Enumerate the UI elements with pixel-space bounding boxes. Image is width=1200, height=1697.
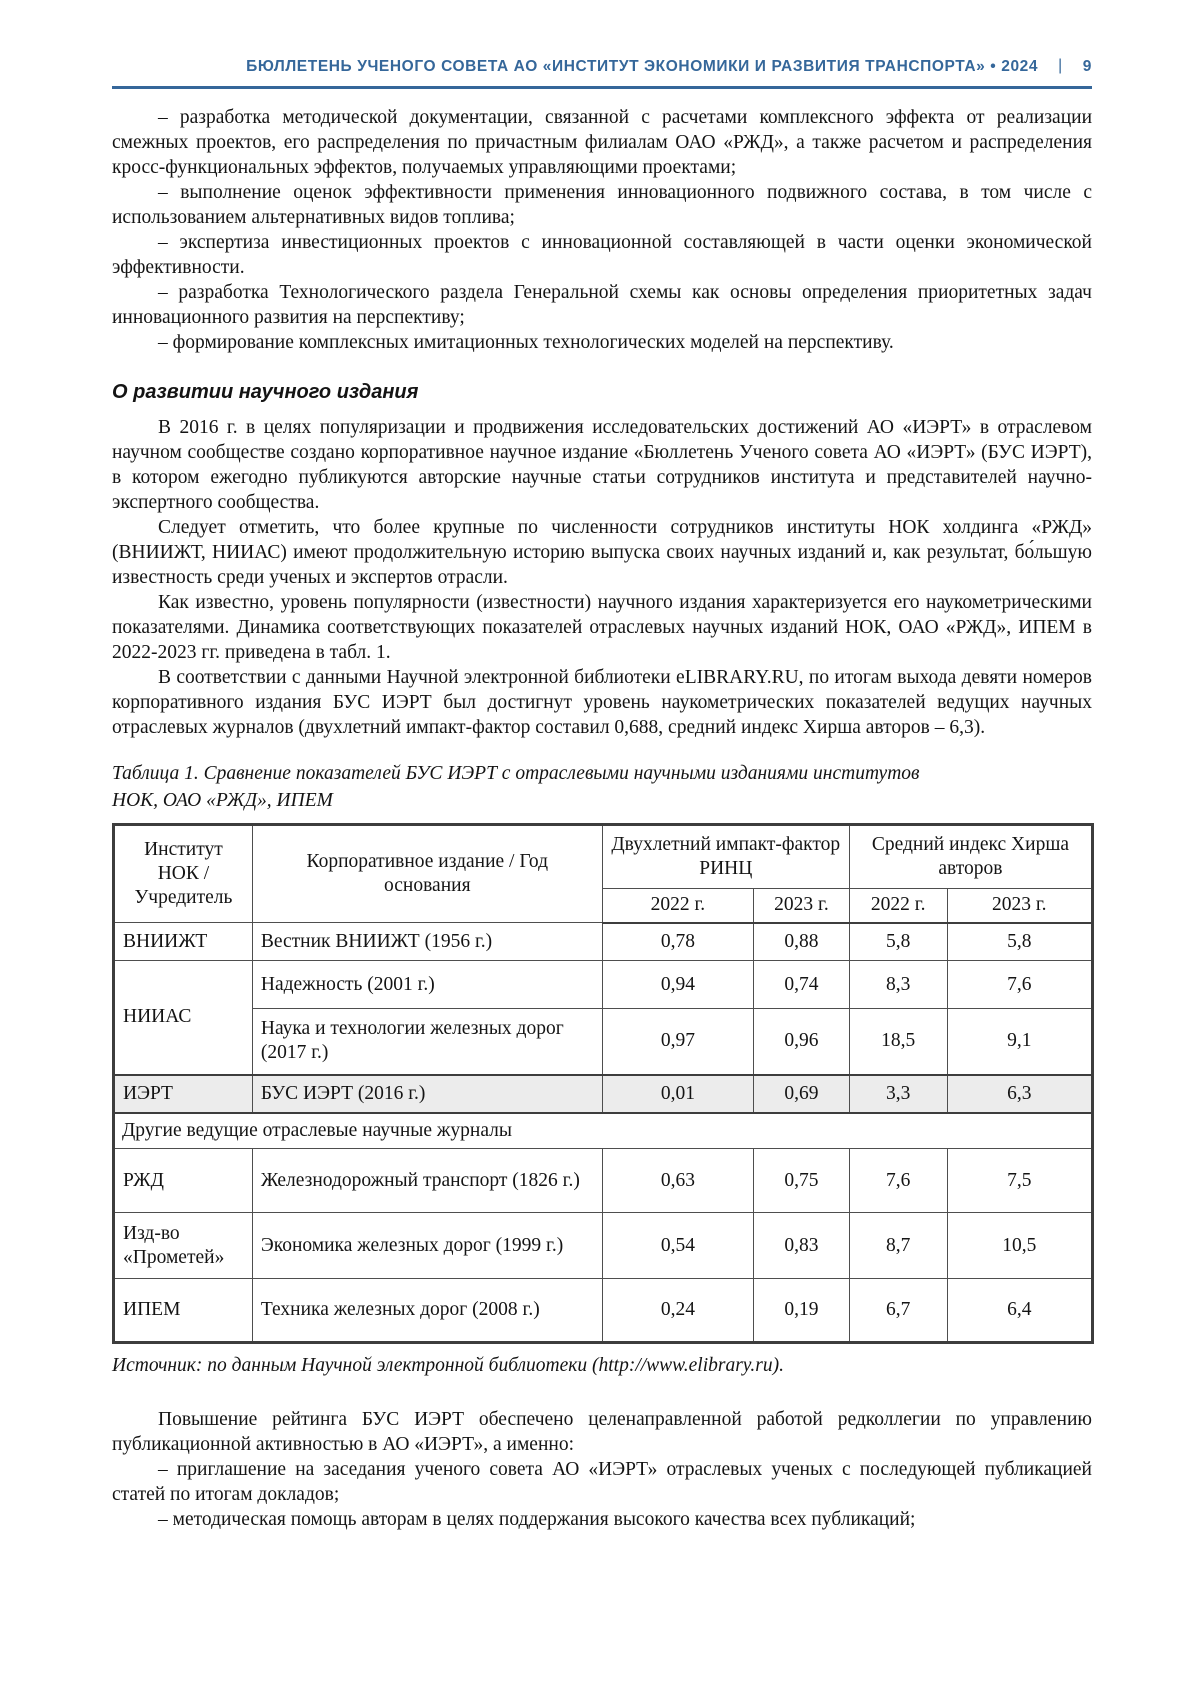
cell-if2022: 0,54 <box>601 1212 755 1279</box>
page-header: БЮЛЛЕТЕНЬ УЧЕНОГО СОВЕТА АО «ИНСТИТУТ ЭК… <box>112 0 1092 76</box>
col-header-impact-2022: 2022 г. <box>601 888 755 924</box>
header-separator: | <box>1058 57 1063 74</box>
col-header-hirsch-2023: 2023 г. <box>946 888 1094 924</box>
cell-h2022: 7,6 <box>848 1148 948 1213</box>
cell-h2022: 8,3 <box>848 960 948 1009</box>
closing-section: Повышение рейтинга БУС ИЭРТ обеспечено ц… <box>112 1407 1092 1532</box>
cell-group-label: Другие ведущие отраслевые научные журнал… <box>113 1112 1093 1149</box>
table-row: ИПЕМ Техника железных дорог (2008 г.) 0,… <box>113 1278 1094 1343</box>
cell-h2023: 6,3 <box>946 1073 1094 1114</box>
page-content: БЮЛЛЕТЕНЬ УЧЕНОГО СОВЕТА АО «ИНСТИТУТ ЭК… <box>112 0 1094 1532</box>
cell-edition: Вестник ВНИИЖТ (1956 г.) <box>251 922 603 961</box>
table-subheader-row: 2022 г. 2023 г. 2022 г. 2023 г. <box>114 888 1094 924</box>
cell-h2023: 9,1 <box>946 1008 1094 1075</box>
cell-h2023: 6,4 <box>946 1278 1094 1343</box>
cell-if2023: 0,75 <box>753 1148 850 1213</box>
cell-institute: Изд-во «Прометей» <box>113 1212 253 1279</box>
closing-paragraph: – методическая помощь авторам в целях по… <box>158 1509 916 1530</box>
col-header-impact-2023: 2023 г. <box>753 888 850 924</box>
cell-if2022: 0,97 <box>601 1008 755 1075</box>
cell-if2023: 0,96 <box>753 1008 850 1075</box>
cell-h2022: 3,3 <box>848 1073 948 1114</box>
cell-if2022: 0,94 <box>601 960 755 1009</box>
cell-edition: Наука и технологии железных дорог (2017 … <box>251 1008 603 1075</box>
cell-edition: Экономика железных дорог (1999 г.) <box>251 1212 603 1279</box>
table-row: НИИАС Надежность (2001 г.) 0,94 0,74 8,3… <box>113 960 1094 1075</box>
cell-h2022: 5,8 <box>848 922 948 961</box>
table-row-highlighted: ИЭРТ БУС ИЭРТ (2016 г.) 0,01 0,69 3,3 6,… <box>113 1073 1094 1114</box>
cell-h2022: 8,7 <box>848 1212 948 1279</box>
cell-edition: Техника железных дорог (2008 г.) <box>251 1278 603 1343</box>
section-paragraph: Следует отметить, что более крупные по ч… <box>112 517 1092 588</box>
col-header-impact: Двухлетний импакт-фактор РИНЦ <box>601 824 850 889</box>
section-body: В 2016 г. в целях популяризации и продви… <box>112 415 1092 740</box>
col-header-institute: Институт НОК / Учредитель <box>113 824 253 923</box>
cell-if2022: 0,78 <box>601 922 755 961</box>
section-heading: О развитии научного издания <box>112 381 419 403</box>
table-group-row: Другие ведущие отраслевые научные журнал… <box>113 1112 1093 1149</box>
intro-paragraph: – формирование комплексных имитационных … <box>158 332 894 353</box>
cell-edition: Железнодорожный транспорт (1826 г.) <box>251 1148 603 1213</box>
cell-institute: НИИАС <box>113 960 253 1075</box>
intro-paragraph: – экспертиза инвестиционных проектов с и… <box>112 232 1092 278</box>
intro-section: – разработка методической документации, … <box>112 105 1092 355</box>
table-row: ВНИИЖТ Вестник ВНИИЖТ (1956 г.) 0,78 0,8… <box>113 922 1094 961</box>
intro-paragraph: – разработка методической документации, … <box>112 107 1092 178</box>
header-rule <box>112 86 1092 89</box>
cell-if2022: 0,24 <box>601 1278 755 1343</box>
cell-if2022: 0,63 <box>601 1148 755 1213</box>
section-paragraph: В соответствии с данными Научной электро… <box>112 667 1092 738</box>
cell-if2023: 0,74 <box>753 960 850 1009</box>
cell-institute: ВНИИЖТ <box>113 922 253 961</box>
cell-if2023: 0,19 <box>753 1278 850 1343</box>
cell-if2023: 0,88 <box>753 922 850 961</box>
cell-h2022: 6,7 <box>848 1278 948 1343</box>
table-caption: Таблица 1. Сравнение показателей БУС ИЭР… <box>112 763 920 811</box>
col-header-hirsch-2022: 2022 г. <box>848 888 948 924</box>
bulletin-title: БЮЛЛЕТЕНЬ УЧЕНОГО СОВЕТА АО «ИНСТИТУТ ЭК… <box>246 58 1039 75</box>
cell-institute: РЖД <box>113 1148 253 1213</box>
section-paragraph: Как известно, уровень популярности (изве… <box>112 592 1092 663</box>
page-number: 9 <box>1082 58 1092 75</box>
cell-h2023: 7,6 <box>946 960 1094 1009</box>
table-row: Изд-во «Прометей» Экономика железных дор… <box>113 1212 1094 1279</box>
cell-edition: Надежность (2001 г.) <box>251 960 603 1009</box>
cell-if2023: 0,69 <box>753 1073 850 1114</box>
cell-h2023: 7,5 <box>946 1148 1094 1213</box>
comparison-table: Институт НОК / Учредитель Корпоративное … <box>112 823 1094 1344</box>
col-header-edition: Корпоративное издание / Год основания <box>251 824 603 923</box>
cell-h2023: 10,5 <box>946 1212 1094 1279</box>
cell-h2022: 18,5 <box>848 1008 948 1075</box>
cell-if2022: 0,01 <box>601 1073 755 1114</box>
closing-paragraph: – приглашение на заседания ученого совет… <box>112 1459 1092 1505</box>
cell-if2023: 0,83 <box>753 1212 850 1279</box>
col-header-hirsch: Средний индекс Хирша авторов <box>848 824 1094 889</box>
intro-paragraph: – выполнение оценок эффективности примен… <box>112 182 1092 228</box>
cell-institute: ИЭРТ <box>113 1073 253 1114</box>
section-paragraph: В 2016 г. в целях популяризации и продви… <box>112 417 1092 513</box>
table-row: Наука и технологии железных дорог (2017 … <box>114 1008 1094 1075</box>
intro-paragraph: – разработка Технологического раздела Ге… <box>112 282 1092 328</box>
cell-h2023: 5,8 <box>946 922 1094 961</box>
table-header-row: Институт НОК / Учредитель Корпоративное … <box>113 824 1094 923</box>
closing-paragraph: Повышение рейтинга БУС ИЭРТ обеспечено ц… <box>112 1409 1092 1455</box>
cell-institute: ИПЕМ <box>113 1278 253 1343</box>
cell-edition: БУС ИЭРТ (2016 г.) <box>251 1073 603 1114</box>
table-source-note: Источник: по данным Научной электронной … <box>112 1355 784 1376</box>
table-row: РЖД Железнодорожный транспорт (1826 г.) … <box>113 1148 1094 1213</box>
